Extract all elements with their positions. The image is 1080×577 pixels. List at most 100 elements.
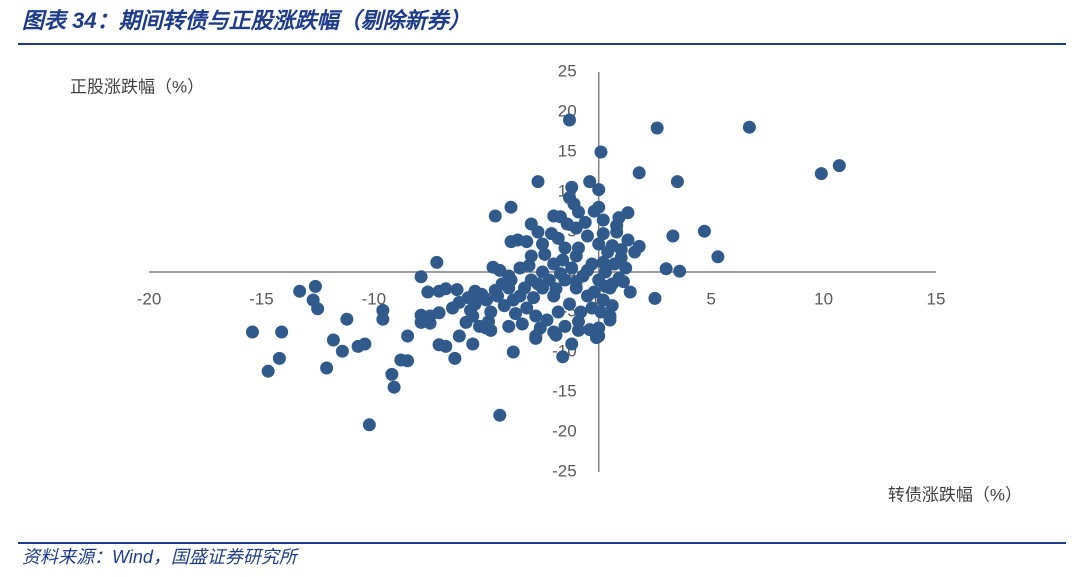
point [423,316,437,330]
point [446,301,460,315]
point [536,237,549,251]
point [569,275,583,289]
point [614,251,628,265]
point [524,217,538,231]
point [340,312,354,326]
point [448,351,462,365]
point [275,325,289,339]
y-tick-label: 15 [558,141,577,160]
point [583,175,597,189]
point [538,247,552,261]
point [596,213,610,227]
point [666,229,680,243]
point [565,261,579,275]
point [605,239,619,253]
x-tick-label: -20 [137,289,162,308]
point [587,204,601,218]
point [362,418,376,432]
point [621,233,635,247]
point [504,273,518,287]
point [452,329,466,343]
point [358,337,372,351]
point [650,121,664,135]
x-tick-label: 10 [814,289,833,308]
point [401,354,415,368]
point [594,305,608,319]
point [439,339,453,353]
point [562,113,576,127]
x-tick-label: 5 [706,289,715,308]
point [527,291,541,305]
point [376,312,390,326]
point [558,319,572,333]
point [542,273,556,287]
point [560,217,574,231]
point [450,283,464,297]
point [439,282,453,296]
point [385,367,399,381]
point [506,293,520,307]
point [432,306,446,320]
point [475,287,489,301]
point [571,315,585,329]
point [320,361,334,375]
point [473,319,487,333]
point [515,317,529,331]
point [261,364,275,378]
point [551,305,565,319]
point [493,408,507,422]
point [506,345,520,359]
point [556,253,570,267]
point [522,259,536,273]
point [556,350,570,364]
point [632,166,646,180]
point [511,233,525,247]
point [571,241,585,255]
point [488,283,502,297]
y-tick-label: -25 [552,461,577,480]
point [832,159,846,173]
point [421,285,435,299]
point [553,267,567,281]
point [549,282,563,296]
point [565,337,579,351]
point [659,262,673,276]
point [414,270,428,284]
point [529,309,543,323]
point [562,297,576,311]
point [326,333,340,347]
point [558,241,572,255]
point [509,307,523,321]
point [466,337,480,351]
point [293,284,307,298]
point [565,180,579,194]
point [742,120,756,134]
y-axis-title: 正股涨跌幅（%） [70,77,204,96]
point [488,209,502,223]
point [596,255,610,269]
point [612,211,626,225]
point [308,279,322,293]
x-tick-label: -10 [362,289,387,308]
point [430,255,444,269]
point [619,261,633,275]
point [673,264,687,278]
point [598,279,612,293]
point [589,331,603,345]
point [518,281,532,295]
point [610,225,624,239]
x-axis-title: 转债涨跌幅（%） [888,485,1022,504]
point [504,200,518,214]
point [587,285,601,299]
point [272,351,286,365]
point [814,167,828,181]
point [623,285,637,299]
point [648,291,662,305]
point [592,183,606,197]
chart-title: 图表 34：期间转债与正股涨跌幅（剔除新券） [22,8,471,33]
point [580,263,594,277]
point [466,309,480,323]
point [567,197,581,211]
point [529,329,543,343]
